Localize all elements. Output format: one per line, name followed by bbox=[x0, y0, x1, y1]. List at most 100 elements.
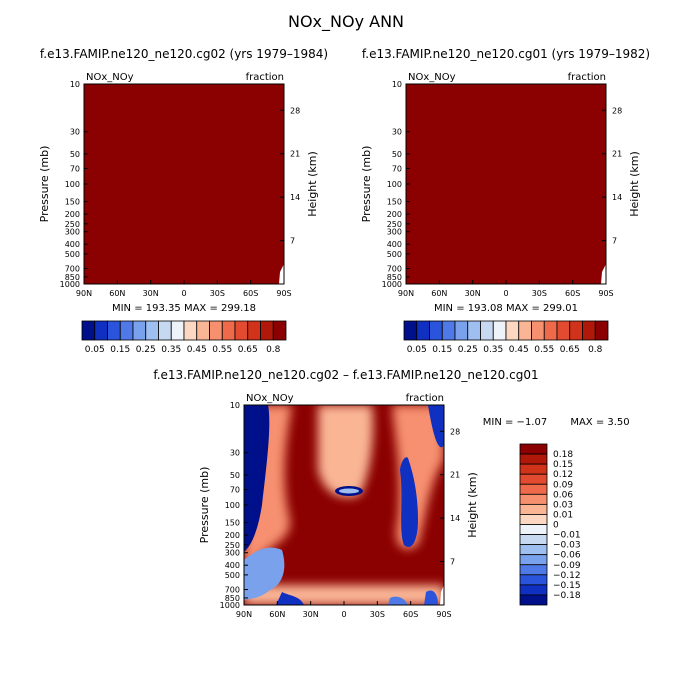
halo-top bbox=[318, 405, 374, 498]
y-right-tick-label: 14 bbox=[450, 514, 460, 523]
colorbar-label: 0.15 bbox=[553, 460, 573, 470]
x-tick-label: 30N bbox=[465, 289, 481, 298]
negative-equator-core bbox=[339, 488, 359, 494]
colorbar-box bbox=[429, 320, 443, 341]
colorbar-box bbox=[183, 320, 198, 341]
y-tick-label: 70 bbox=[70, 165, 80, 174]
x-tick-label: 90S bbox=[276, 289, 291, 298]
y-tick-label: 300 bbox=[65, 228, 80, 237]
x-tick-label: 60N bbox=[109, 289, 125, 298]
colorbar-box bbox=[519, 463, 548, 475]
negative-south-surface bbox=[388, 596, 408, 605]
colorbar-label: −0.06 bbox=[553, 551, 581, 561]
x-tick-label: 0 bbox=[503, 289, 508, 298]
y-right-tick-label: 21 bbox=[612, 150, 622, 159]
y-tick-label: 30 bbox=[230, 449, 240, 458]
y-right-tick-label: 7 bbox=[450, 558, 455, 567]
colorbar-label: 0.15 bbox=[432, 345, 452, 355]
colorbar-box bbox=[519, 503, 548, 515]
x-tick-label: 60S bbox=[565, 289, 580, 298]
colorbar-label: 0.03 bbox=[553, 500, 573, 510]
y-right-axis-title: Height (km) bbox=[306, 151, 319, 217]
colorbar-box bbox=[272, 320, 287, 341]
y-tick-label: 700 bbox=[225, 586, 240, 595]
colorbar-label: −0.15 bbox=[553, 581, 581, 591]
negative-north-stratosphere bbox=[244, 405, 270, 552]
y-tick-label: 1000 bbox=[220, 601, 240, 610]
colorbar-box bbox=[519, 453, 548, 465]
panel-cg02: f.e13.FAMIP.ne120_ne120.cg02 (yrs 1979–1… bbox=[38, 47, 328, 355]
colorbar-box bbox=[234, 320, 249, 341]
colorbar-label: −0.03 bbox=[553, 541, 581, 551]
y-tick-label: 700 bbox=[65, 265, 80, 274]
colorbar-label: 0.01 bbox=[553, 510, 573, 520]
y-right-tick-label: 28 bbox=[450, 427, 460, 436]
colorbar-box bbox=[209, 320, 223, 341]
colorbar-box bbox=[519, 534, 548, 546]
x-tick-label: 90N bbox=[76, 289, 92, 298]
colorbar-box bbox=[531, 320, 545, 341]
y-tick-label: 10 bbox=[230, 401, 240, 410]
variable-label: NOx_NOy bbox=[408, 72, 456, 83]
x-tick-label: 30N bbox=[143, 289, 159, 298]
x-tick-label: 90N bbox=[398, 289, 414, 298]
colorbar-label: −0.12 bbox=[553, 571, 581, 581]
colorbar-label: 0.06 bbox=[553, 490, 573, 500]
colorbar-label: 0.65 bbox=[238, 345, 258, 355]
colorbar-box bbox=[505, 320, 520, 341]
colorbar-box bbox=[467, 320, 481, 341]
y-tick-label: 1000 bbox=[60, 280, 80, 289]
y-tick-label: 70 bbox=[392, 165, 402, 174]
colorbar-label: −0.18 bbox=[553, 591, 581, 601]
colorbar-label: 0.45 bbox=[509, 345, 529, 355]
variable-label: NOx_NOy bbox=[86, 72, 134, 83]
y-tick-label: 10 bbox=[70, 80, 80, 89]
y-right-tick-label: 7 bbox=[612, 237, 617, 246]
colorbar-box bbox=[260, 320, 274, 341]
units-label: fraction bbox=[406, 393, 444, 404]
y-tick-label: 850 bbox=[225, 594, 240, 603]
colorbar-label: 0.65 bbox=[560, 345, 580, 355]
colorbar-box bbox=[403, 320, 418, 341]
min-label: MIN = −1.07 bbox=[483, 417, 547, 428]
y-right-axis-title: Height (km) bbox=[466, 472, 479, 538]
colorbar-box bbox=[569, 320, 583, 341]
x-tick-label: 30S bbox=[370, 610, 385, 619]
colorbar-box bbox=[221, 320, 236, 341]
y-tick-label: 250 bbox=[225, 541, 240, 550]
colorbar-box bbox=[107, 320, 121, 341]
y-tick-label: 500 bbox=[225, 571, 240, 580]
x-tick-label: 0 bbox=[181, 289, 186, 298]
y-tick-label: 200 bbox=[65, 210, 80, 219]
units-label: fraction bbox=[568, 72, 606, 83]
colorbar-label: −0.01 bbox=[553, 531, 581, 541]
x-tick-label: 0 bbox=[341, 610, 346, 619]
y-tick-label: 850 bbox=[387, 273, 402, 282]
colorbar-box bbox=[416, 320, 430, 341]
y-right-tick-label: 14 bbox=[612, 193, 622, 202]
y-tick-label: 400 bbox=[387, 240, 402, 249]
y-right-tick-label: 14 bbox=[290, 193, 300, 202]
y-tick-label: 10 bbox=[392, 80, 402, 89]
y-tick-label: 50 bbox=[392, 150, 402, 159]
x-tick-label: 90S bbox=[598, 289, 613, 298]
colorbar-box bbox=[196, 320, 210, 341]
y-tick-label: 400 bbox=[65, 240, 80, 249]
colorbar-box bbox=[158, 320, 172, 341]
colorbar-box bbox=[519, 554, 548, 566]
colorbar-box bbox=[518, 320, 532, 341]
y-tick-label: 50 bbox=[70, 150, 80, 159]
y-tick-label: 100 bbox=[225, 501, 240, 510]
colorbar-box bbox=[556, 320, 571, 341]
colorbar-label: 0.09 bbox=[553, 480, 573, 490]
colorbar-box bbox=[519, 493, 548, 505]
y-tick-label: 150 bbox=[225, 519, 240, 528]
colorbar-label: 0.25 bbox=[458, 345, 478, 355]
panel-cg01: f.e13.FAMIP.ne120_ne120.cg01 (yrs 1979–1… bbox=[360, 47, 650, 355]
y-tick-label: 50 bbox=[230, 471, 240, 480]
colorbar-box bbox=[132, 320, 147, 341]
y-tick-label: 250 bbox=[65, 220, 80, 229]
y-tick-label: 250 bbox=[387, 220, 402, 229]
colorbar-label: 0.35 bbox=[161, 345, 181, 355]
